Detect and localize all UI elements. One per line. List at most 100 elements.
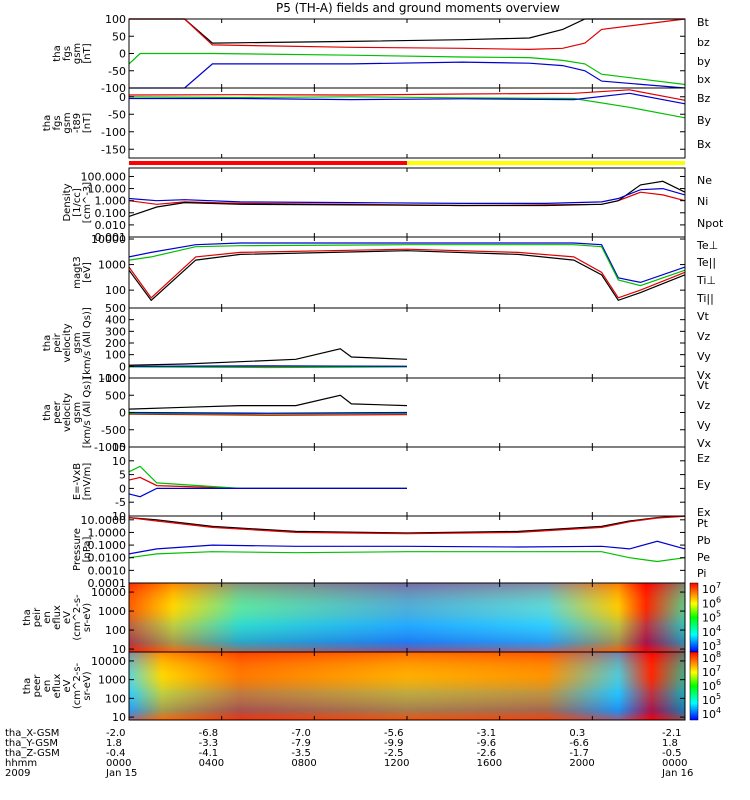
panel-density: 100.00010.0001.0000.1000.0100.001Density… <box>62 167 724 244</box>
legend-entry-Ti||: Ti|| <box>696 292 714 305</box>
y-tick-label: 1000 <box>98 674 126 687</box>
legend-entry-Vx: Vx <box>697 369 712 382</box>
y-tick-label: -50 <box>108 65 126 78</box>
y-tick-label: 500 <box>105 302 126 315</box>
legend-entry-Te||: Te|| <box>696 256 716 269</box>
series-line-Bx <box>129 92 686 105</box>
y-tick-label: -50 <box>108 108 126 121</box>
footer-cell: 0000 <box>662 758 687 769</box>
panel-frame <box>128 446 686 517</box>
series-line-Te|| <box>128 250 686 302</box>
panel-peir: 5004003002001000-100thapeirvelocitygsm[k… <box>42 302 712 385</box>
y-tick-label: 100 <box>105 624 126 637</box>
footer-cell: -2.6 <box>477 748 497 759</box>
legend-entry-Ex: Ex <box>697 506 711 519</box>
y-tick-label: 0 <box>119 48 126 61</box>
footer-row-label: tha_Y-GSM <box>5 738 58 749</box>
figure-title: P5 (TH-A) fields and ground moments over… <box>276 1 560 15</box>
footer-cell: Jan 15 <box>105 768 137 779</box>
legend-entry-Bt: Bt <box>697 16 710 29</box>
legend-entry-Vy: Vy <box>697 350 711 363</box>
series-line-By <box>128 96 686 119</box>
y-tick-label: 100.000 <box>81 170 127 183</box>
series-line-Bz <box>128 89 686 101</box>
y-tick-label: -100 <box>101 82 126 95</box>
y-tick-label: 0.100 <box>95 207 127 220</box>
series-line-Ti⊥ <box>128 242 686 284</box>
panel-peer: 1000 500 0 -500 -1000thapeervelocitygsm[km/s… <box>42 372 712 454</box>
series-line-Vt <box>128 348 408 366</box>
footer-row-label: tha_X-GSM <box>5 728 59 739</box>
legend-entry-Bz: Bz <box>697 92 711 105</box>
footer-row-label: 2009 <box>5 768 30 779</box>
legend-entry-Pe: Pe <box>697 551 710 564</box>
colorbar-tick-label: 106 <box>702 595 721 610</box>
footer-cell: -0.5 <box>662 748 682 759</box>
legend-entry-Vz: Vz <box>697 330 711 343</box>
footer-cell: 0000 <box>106 758 131 769</box>
panel-temp: 10000 1000 100 magt3[eV] Te⊥ Te|| Ti⊥ Ti|| <box>72 233 718 309</box>
y-tick-label: -1000 <box>94 441 126 454</box>
series-line-Vx <box>128 411 408 414</box>
y-tick-label: 100 <box>105 349 126 362</box>
footer-row-label: hhmm <box>5 758 37 769</box>
legend-entry-Pt: Pt <box>697 517 709 530</box>
series-line-Npot <box>128 187 686 204</box>
series-line-Ey <box>128 465 407 489</box>
series-line-bx <box>129 61 686 89</box>
footer-cell: -2.1 <box>662 728 682 739</box>
footer-cell: -9.6 <box>477 738 497 749</box>
series-line-Ez <box>128 476 407 489</box>
series-line-Vt <box>128 394 408 410</box>
y-tick-label: 5 <box>119 469 126 482</box>
y-tick-label: 200 <box>105 337 126 350</box>
colorbar-tick-label: 105 <box>702 610 721 625</box>
footer-cell: 1200 <box>384 758 409 769</box>
series-line-Vx <box>128 365 408 367</box>
footer-cell: 2000 <box>569 758 594 769</box>
legend-entry-Te⊥: Te⊥ <box>696 239 718 252</box>
y-tick-label: 300 <box>105 325 126 338</box>
status-bar-segment <box>407 161 685 165</box>
colorbar-tick-label: 104 <box>702 624 721 639</box>
series-line-Vy <box>128 366 408 369</box>
legend-entry-Pi: Pi <box>697 567 706 580</box>
series-line-Ni <box>128 180 686 217</box>
y-tick-label: 50 <box>112 30 126 43</box>
heatmap-overlay <box>129 583 685 652</box>
y-tick-label: 0.0010 <box>88 564 127 577</box>
y-axis-label: E=-VxB[mV/m] <box>72 463 93 501</box>
footer-cell: -6.6 <box>569 738 589 749</box>
legend-entry-Ey: Ey <box>697 478 711 491</box>
legend-entry-Vt: Vt <box>697 310 710 323</box>
y-axis-label: thafgsgsm[nT] <box>52 43 93 64</box>
y-axis-label: Density[1/cc][cm^-3] <box>62 182 93 223</box>
footer-cell: Jan 16 <box>661 768 693 779</box>
footer-cell: 0800 <box>291 758 316 769</box>
legend-entry-bz: bz <box>697 36 710 49</box>
panels: 100500-50-100thafgsgsm[nT]Btbzbybx0-50-1… <box>22 13 724 724</box>
series-line-Pb <box>128 515 686 535</box>
legend-entry-Ti⊥: Ti⊥ <box>696 274 716 287</box>
series-line-Vz <box>128 413 408 416</box>
y-tick-label: 10 <box>112 455 126 468</box>
y-axis-label: thapeirenefluxeV(cm^2-s-sr-eV) <box>22 594 93 641</box>
y-tick-label: 0 <box>119 407 126 420</box>
y-tick-label: 0 <box>119 360 126 373</box>
y-axis-label: thapeervelocitygsm[km/s (All Qs)] <box>42 377 93 449</box>
y-tick-label: 1000 <box>98 372 126 385</box>
colorbar-tick-label: 105 <box>702 692 721 707</box>
y-tick-label: -500 <box>101 424 126 437</box>
footer-cell: -2.5 <box>384 748 404 759</box>
y-axis-label: thafgsgsm-t89[nT] <box>42 112 93 133</box>
y-tick-label: 0.1000 <box>88 539 127 552</box>
footer-cell: -9.9 <box>384 738 404 749</box>
y-tick-label: 0 <box>119 91 126 104</box>
series-line-bz <box>129 18 686 51</box>
y-tick-label: 1000 <box>98 259 126 272</box>
footer-cell: 1600 <box>477 758 502 769</box>
footer-cell: 0400 <box>199 758 224 769</box>
